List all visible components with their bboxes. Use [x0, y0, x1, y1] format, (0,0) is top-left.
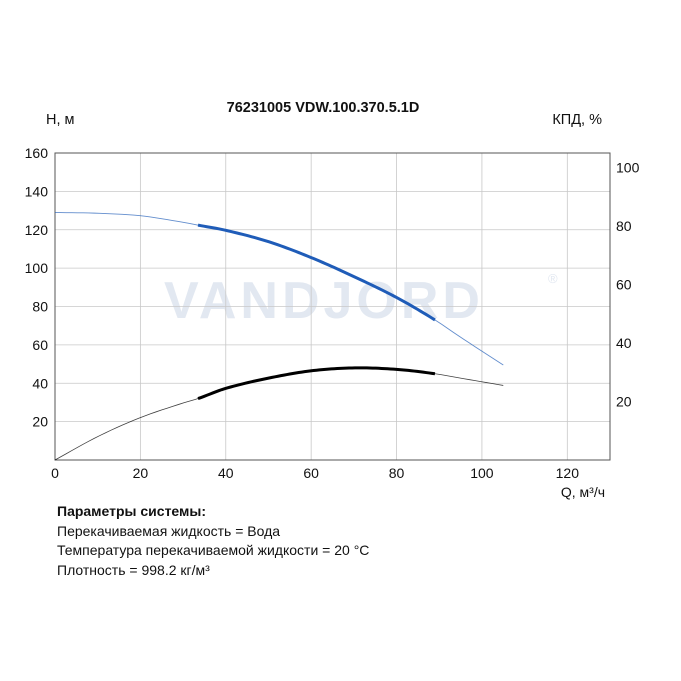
y-tick-label: 20	[32, 414, 48, 430]
y2-tick-label: 80	[616, 218, 632, 234]
param-temperature: Температура перекачиваемой жидкости = 20…	[57, 542, 370, 558]
efficiency-curve-full	[54, 367, 504, 461]
x-tick-label: 20	[133, 465, 149, 481]
y2-tick-label: 40	[616, 335, 632, 351]
tick-labels: 0 20 40 60 80 100 120 20 40 60 80 100 120 140 160 20 40 6…	[25, 145, 640, 481]
efficiency-curve-working-range	[197, 366, 436, 401]
y-tick-label: 140	[25, 183, 49, 199]
y-tick-label: 160	[25, 145, 49, 161]
y-tick-label: 100	[25, 260, 49, 276]
x-tick-label: 40	[218, 465, 234, 481]
system-parameters-title: Параметры системы:	[57, 503, 207, 519]
param-density: Плотность = 998.2 кг/м³	[57, 561, 210, 578]
x-tick-label: 0	[51, 465, 59, 481]
watermark-registered-mark: ®	[548, 271, 558, 286]
head-curve-working-range	[197, 223, 436, 322]
y-axis-label-left: H, м	[46, 112, 75, 128]
x-tick-label: 120	[556, 465, 580, 481]
x-axis-label: Q, м³/ч	[561, 484, 605, 500]
y-tick-label: 60	[32, 337, 48, 353]
x-tick-label: 100	[470, 465, 494, 481]
system-parameters: Параметры системы: Перекачиваемая жидкос…	[57, 502, 369, 580]
grid	[55, 153, 610, 460]
x-tick-label: 60	[303, 465, 319, 481]
plot-frame	[54, 152, 611, 461]
y-tick-label: 120	[25, 222, 49, 238]
y-tick-label: 80	[32, 299, 48, 315]
curves	[54, 212, 504, 461]
y2-tick-label: 20	[616, 394, 632, 410]
y-axis-label-right: КПД, %	[552, 112, 602, 128]
y2-tick-label: 60	[616, 277, 632, 293]
y2-tick-label: 100	[616, 160, 640, 176]
chart-title: 76231005 VDW.100.370.5.1D	[227, 100, 420, 116]
x-tick-label: 80	[389, 465, 405, 481]
param-fluid: Перекачиваемая жидкость = Вода	[57, 522, 281, 539]
watermark-logo: VANDJORD	[164, 272, 484, 330]
y-tick-label: 40	[32, 375, 48, 391]
